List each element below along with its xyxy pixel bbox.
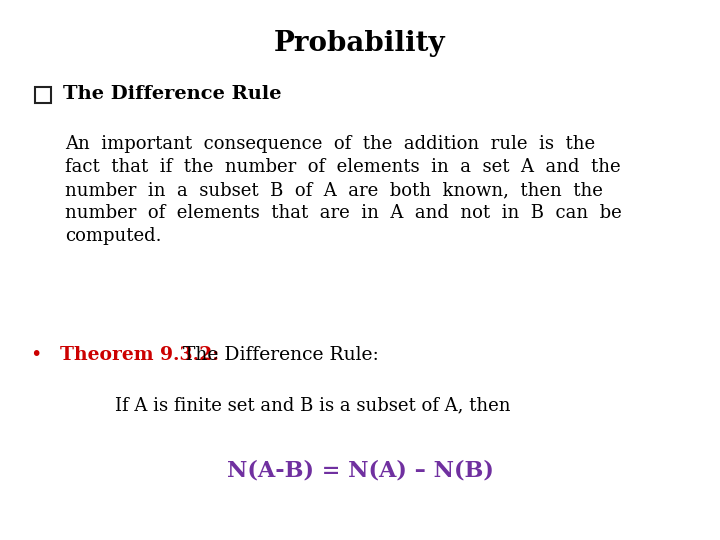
Text: Theorem 9.3.2:: Theorem 9.3.2: xyxy=(60,346,219,364)
Text: An  important  consequence  of  the  addition  rule  is  the: An important consequence of the addition… xyxy=(65,135,595,153)
Text: The Difference Rule: The Difference Rule xyxy=(63,85,282,103)
Text: If A is finite set and B is a subset of A, then: If A is finite set and B is a subset of … xyxy=(115,396,510,414)
Text: computed.: computed. xyxy=(65,227,161,245)
Text: number  in  a  subset  B  of  A  are  both  known,  then  the: number in a subset B of A are both known… xyxy=(65,181,603,199)
Text: fact  that  if  the  number  of  elements  in  a  set  A  and  the: fact that if the number of elements in a… xyxy=(65,158,621,176)
Text: •: • xyxy=(30,346,41,365)
Text: number  of  elements  that  are  in  A  and  not  in  B  can  be: number of elements that are in A and not… xyxy=(65,204,622,222)
Text: Probability: Probability xyxy=(274,30,446,57)
FancyBboxPatch shape xyxy=(35,87,51,103)
Text: The Difference Rule:: The Difference Rule: xyxy=(177,346,379,364)
Text: N(A-B) = N(A) – N(B): N(A-B) = N(A) – N(B) xyxy=(227,459,493,481)
